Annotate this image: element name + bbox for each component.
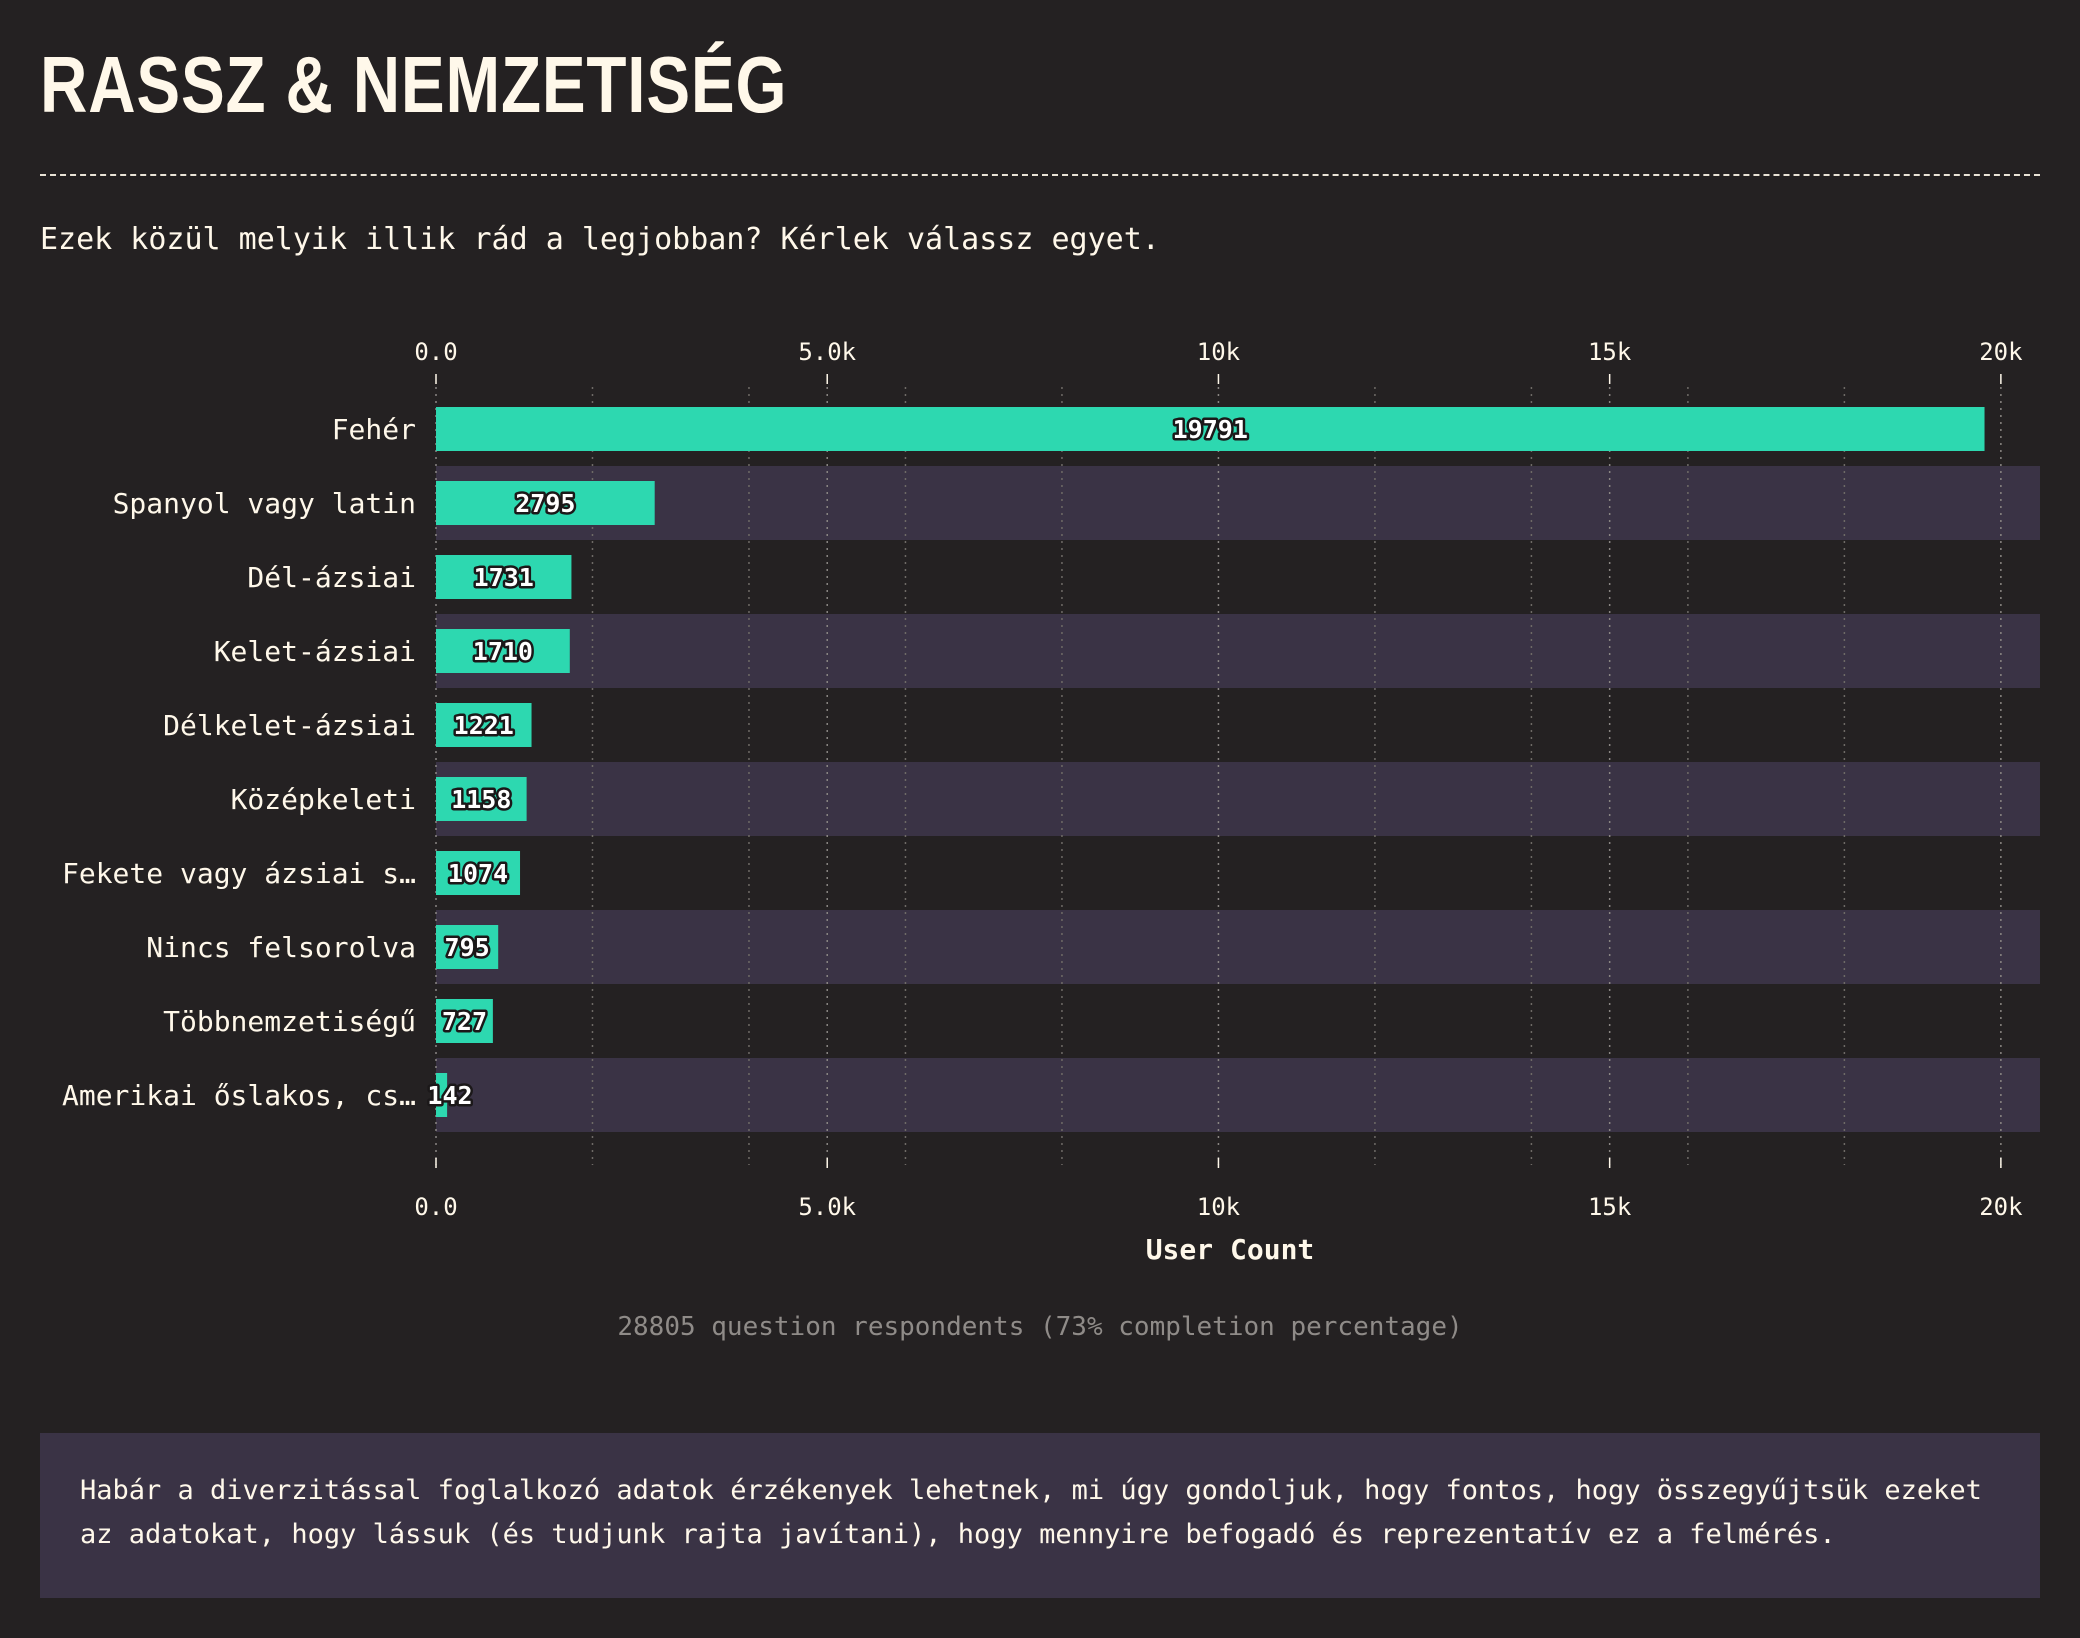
category-label: Fehér	[332, 413, 416, 446]
bar	[436, 703, 532, 747]
top-tick-label: 10k	[1197, 338, 1241, 366]
diversity-note-text: Habár a diverzitással foglalkozó adatok …	[80, 1475, 1982, 1550]
value-label: 142	[427, 1081, 472, 1110]
bottom-tick-label: 0.0	[414, 1193, 457, 1221]
row-band	[436, 762, 2040, 836]
category-label: Fekete vagy ázsiai s…	[62, 857, 416, 890]
respondents-footnote: 28805 question respondents (73% completi…	[617, 1312, 1463, 1342]
top-tick-label: 5.0k	[798, 338, 856, 366]
category-label: Kelet-ázsiai	[214, 635, 416, 668]
row-band	[436, 1058, 2040, 1132]
row-band	[436, 614, 2040, 688]
x-axis-title: User Count	[1146, 1233, 1315, 1266]
value-label: 727	[442, 1007, 487, 1036]
category-label: Többnemzetiségű	[163, 1005, 416, 1038]
value-label: 2795	[515, 489, 575, 518]
value-label: 1074	[448, 859, 508, 888]
category-label: Délkelet-ázsiai	[163, 709, 416, 742]
category-label: Spanyol vagy latin	[113, 487, 416, 520]
dashed-divider	[40, 174, 2040, 176]
bar	[436, 407, 1985, 451]
bottom-tick-label: 15k	[1588, 1193, 1632, 1221]
bar	[436, 1073, 448, 1117]
bar	[436, 629, 570, 673]
bar	[436, 777, 527, 821]
value-label: 1158	[451, 785, 511, 814]
row-band	[436, 466, 2040, 540]
bar-chart: 0.0 0.0 5.0k 5.0k 10k 10k 15k 15k 20k 20k Fehér 197…	[62, 338, 2040, 1266]
row-band	[436, 910, 2040, 984]
category-label: Közép­keleti	[231, 783, 416, 816]
value-label: 19791	[1173, 415, 1248, 444]
value-label: 1710	[473, 637, 533, 666]
bar	[436, 999, 493, 1043]
value-label: 1221	[454, 711, 514, 740]
category-label: Amerikai őslakos, cs…	[62, 1079, 416, 1112]
value-label: 795	[445, 933, 490, 962]
bar	[436, 481, 655, 525]
bottom-tick-label: 20k	[1979, 1193, 2023, 1221]
diversity-note: Habár a diverzitással foglalkozó adatok …	[40, 1433, 2040, 1598]
bar	[436, 925, 499, 969]
category-label: Dél-ázsiai	[247, 561, 416, 594]
top-tick-label: 20k	[1979, 338, 2023, 366]
bottom-tick-label: 10k	[1197, 1193, 1241, 1221]
category-label: Nincs felsorolva	[146, 931, 416, 964]
top-tick-label: 15k	[1588, 338, 1632, 366]
top-tick-label: 0.0	[414, 338, 457, 366]
bar	[436, 851, 521, 895]
question-text: Ezek közül melyik illik rád a legjobban?…	[40, 222, 1160, 257]
bar	[436, 555, 572, 599]
page-title: RASSZ & NEMZETISÉG	[40, 40, 788, 129]
bottom-tick-label: 5.0k	[798, 1193, 856, 1221]
value-label: 1731	[474, 563, 534, 592]
